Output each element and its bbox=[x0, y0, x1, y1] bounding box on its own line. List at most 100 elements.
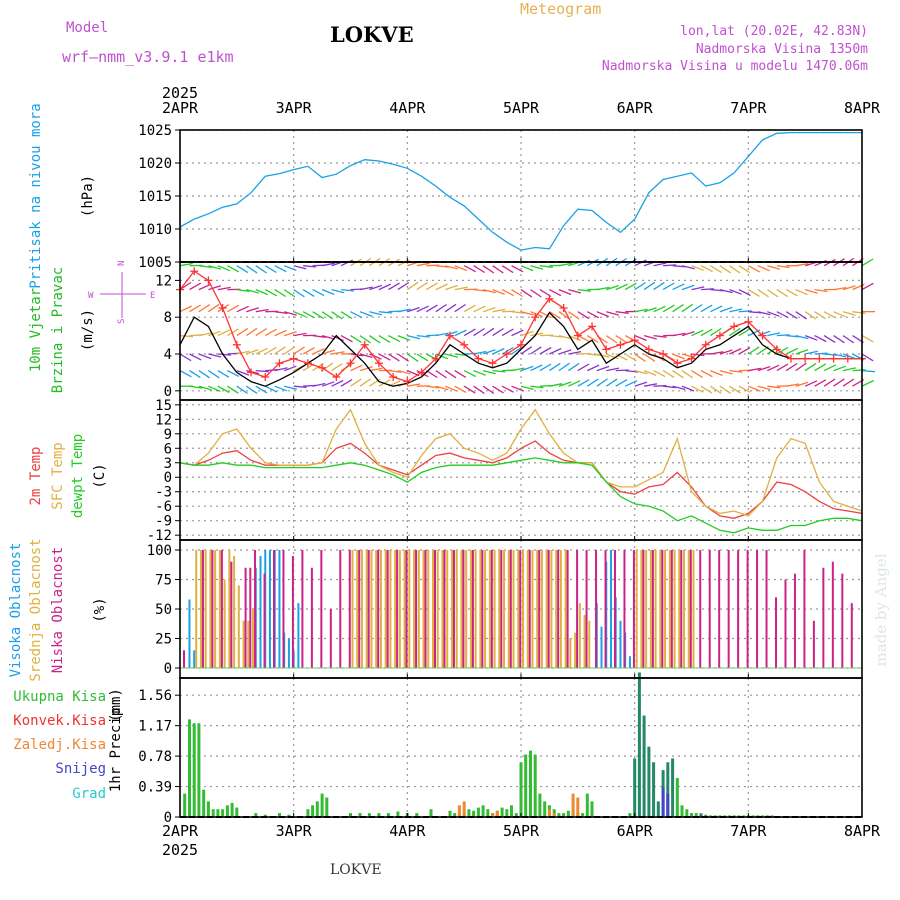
wind-barb bbox=[378, 311, 392, 314]
wind-barb bbox=[255, 308, 269, 313]
wind-barb bbox=[719, 349, 733, 355]
wind-barb bbox=[643, 369, 657, 377]
wind-barb bbox=[388, 335, 401, 343]
wind-barb bbox=[425, 370, 438, 379]
precip-total-bar bbox=[486, 809, 490, 817]
wind-barb bbox=[624, 353, 637, 362]
wind-barb bbox=[284, 311, 297, 316]
wind-barb bbox=[227, 370, 240, 377]
wind-barb bbox=[653, 262, 667, 267]
wind-barb bbox=[179, 334, 194, 338]
wind-barb bbox=[511, 289, 523, 298]
wind-barb bbox=[407, 306, 420, 313]
wind-barb bbox=[312, 289, 325, 297]
wind-barb bbox=[842, 311, 856, 316]
wind-barb bbox=[558, 311, 571, 320]
top-xtick-label: 6APR bbox=[617, 99, 654, 117]
wind-barb bbox=[482, 385, 495, 395]
precip-total-bar bbox=[325, 797, 329, 817]
wind-barb bbox=[245, 265, 258, 274]
wind-barb bbox=[255, 369, 269, 373]
wind-barb bbox=[577, 288, 591, 292]
ytick-label: 9 bbox=[164, 427, 172, 443]
wind-barb bbox=[463, 370, 477, 378]
wind-barb bbox=[511, 329, 524, 337]
wind-barb bbox=[757, 330, 771, 337]
wind-barb bbox=[463, 385, 476, 394]
wind-barb bbox=[795, 381, 809, 387]
wind-barb bbox=[255, 347, 268, 355]
wind-barb bbox=[435, 332, 449, 337]
wind-barb bbox=[321, 262, 335, 267]
precip-total-bar bbox=[211, 809, 215, 817]
wind-barb bbox=[217, 385, 230, 394]
wind-barb bbox=[208, 385, 221, 392]
wind-barb bbox=[776, 334, 790, 337]
wind-barb bbox=[378, 283, 391, 291]
wind-barb bbox=[236, 369, 250, 376]
wind-barb bbox=[435, 283, 448, 291]
wind-barb bbox=[473, 350, 487, 355]
wind-barb bbox=[776, 265, 790, 269]
wind-barb bbox=[748, 367, 762, 372]
cloud-unit-label: (%) bbox=[92, 597, 108, 622]
wind-barb bbox=[653, 281, 665, 291]
precip-total-bar bbox=[694, 813, 698, 817]
wind-barb bbox=[672, 370, 684, 379]
wind-barb bbox=[804, 311, 817, 320]
cloud-mid-bar-group bbox=[195, 550, 695, 668]
precip-total-bar bbox=[566, 810, 570, 817]
wind-barb bbox=[246, 307, 259, 313]
wind-barb bbox=[530, 265, 544, 270]
precip-total-bar bbox=[671, 758, 675, 817]
bottom-xtick-label: 3APR bbox=[276, 822, 313, 840]
wind-barb bbox=[558, 262, 572, 267]
wind-barb bbox=[700, 370, 713, 378]
ytick-label: 1010 bbox=[138, 222, 172, 238]
wind-barb bbox=[227, 304, 240, 313]
wind-barb bbox=[681, 265, 695, 270]
wind-barb bbox=[577, 379, 590, 387]
temp-axis-title-sfc: SFC Temp bbox=[50, 442, 66, 509]
wind-barb bbox=[283, 265, 297, 272]
temp-unit-label: (C) bbox=[92, 463, 108, 488]
wind-barb bbox=[785, 362, 798, 372]
precip-total-bar bbox=[263, 814, 267, 817]
wind-barb bbox=[255, 385, 268, 394]
panel-bg bbox=[180, 400, 862, 540]
wind-barb bbox=[217, 353, 231, 356]
precip-total-bar bbox=[230, 802, 234, 817]
precip-total-bar bbox=[647, 746, 651, 817]
bottom-xtick-label: 2APR bbox=[162, 822, 199, 840]
top-xtick-label: 5APR bbox=[503, 99, 540, 117]
top-xtick-label: 2APR bbox=[162, 99, 199, 117]
wind-barb bbox=[710, 369, 723, 377]
bottom-xtick-label: 5APR bbox=[503, 822, 540, 840]
wind-barb bbox=[236, 288, 250, 292]
wind-barb bbox=[454, 303, 466, 313]
wind-barb bbox=[814, 311, 826, 320]
wind-barb bbox=[757, 365, 771, 372]
wind-barb bbox=[473, 327, 485, 337]
wind-barb bbox=[729, 308, 743, 313]
wind-barb bbox=[312, 334, 326, 338]
wind-barb bbox=[284, 385, 298, 390]
wind-barb bbox=[530, 332, 544, 337]
wind-barb bbox=[350, 335, 362, 344]
wind-barb bbox=[208, 330, 221, 337]
precip-total-bar bbox=[656, 801, 660, 817]
precip-total-bar bbox=[235, 807, 239, 817]
wind-barb bbox=[605, 335, 618, 344]
wind-barb bbox=[823, 335, 836, 343]
precip-total-bar bbox=[202, 789, 206, 817]
wind-barb bbox=[303, 265, 317, 268]
wind-barb bbox=[549, 289, 562, 297]
ytick-label: 50 bbox=[155, 602, 172, 618]
wind-barb bbox=[416, 353, 429, 362]
wind-barb bbox=[454, 385, 467, 393]
wind-barb bbox=[501, 385, 514, 393]
ytick-label: 100 bbox=[147, 543, 172, 559]
wind-barb bbox=[729, 265, 741, 274]
wind-barb bbox=[643, 353, 656, 362]
wind-barb bbox=[776, 346, 789, 355]
